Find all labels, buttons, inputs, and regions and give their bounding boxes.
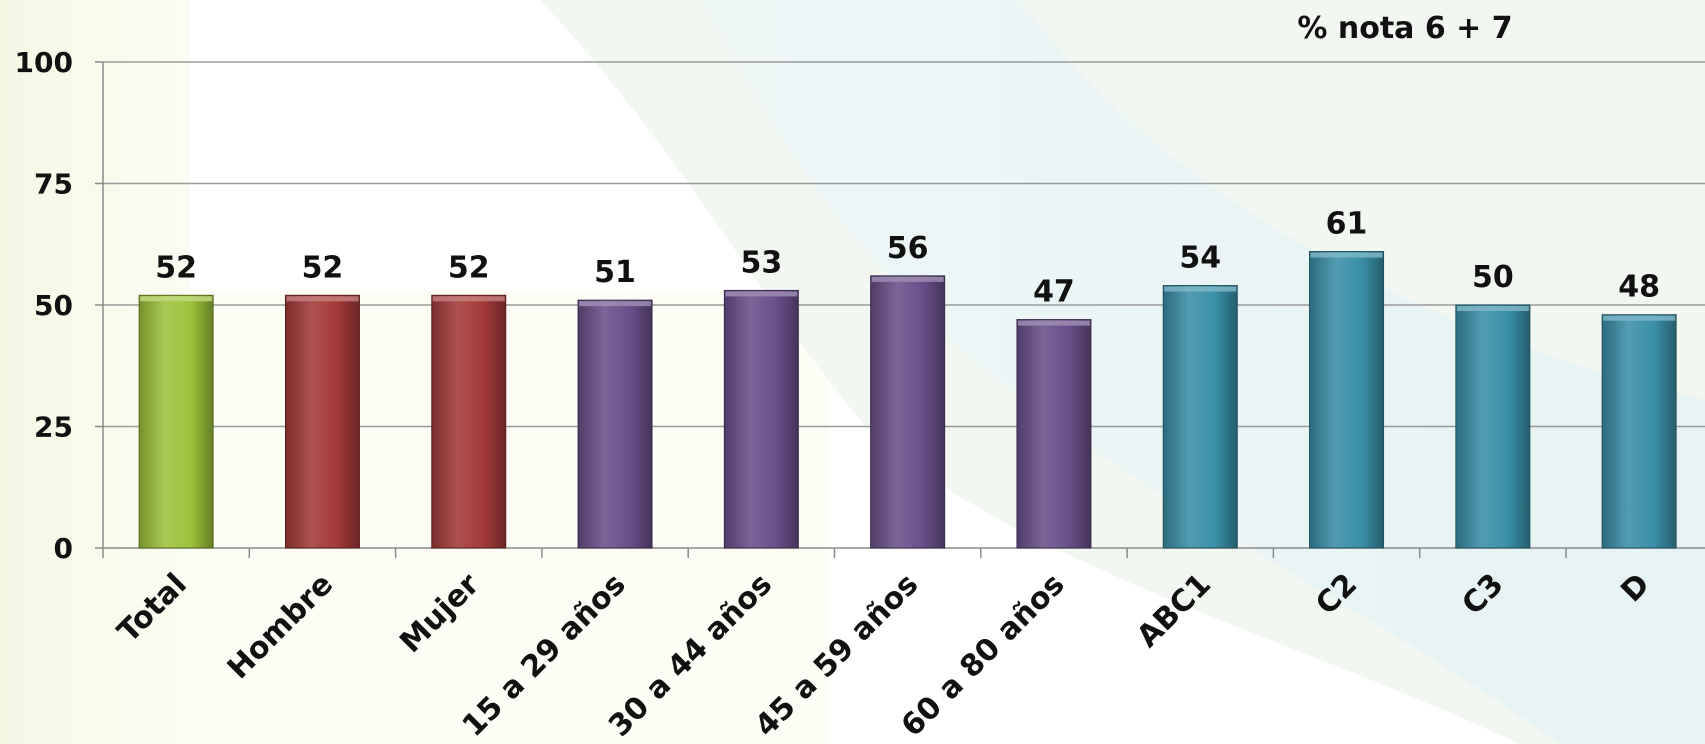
bar xyxy=(1309,251,1385,549)
bar-value-label: 52 xyxy=(448,250,490,285)
bar-top-highlight xyxy=(1310,252,1383,258)
bar xyxy=(723,289,799,549)
y-tick-labels: 0 25 50 75 100 xyxy=(15,46,73,565)
y-tick-label: 25 xyxy=(34,411,73,444)
y-tick-label: 100 xyxy=(15,46,73,79)
bar xyxy=(1601,314,1677,549)
bar xyxy=(284,294,360,549)
bar-value-label: 48 xyxy=(1618,270,1660,305)
bar-top-highlight xyxy=(1017,320,1090,326)
bar-value-label: 53 xyxy=(740,245,782,280)
bar-top-highlight xyxy=(725,291,798,297)
bar-value-label: 61 xyxy=(1326,207,1368,242)
bar xyxy=(870,275,946,549)
bar-top-highlight xyxy=(1603,315,1676,321)
bar xyxy=(1016,319,1092,549)
value-labels: 52 52 52 51 53 56 47 54 61 50 48 xyxy=(155,207,1660,310)
bar xyxy=(1455,304,1531,549)
chart-title: % nota 6 + 7 xyxy=(1297,11,1512,46)
bar-value-label: 56 xyxy=(887,231,929,266)
bar xyxy=(431,294,507,549)
bar xyxy=(138,294,214,549)
bar-top-highlight xyxy=(1456,306,1529,311)
bar-value-label: 47 xyxy=(1033,275,1075,310)
y-tick-label: 75 xyxy=(34,168,73,201)
y-tick-label: 50 xyxy=(34,289,73,322)
bars xyxy=(138,251,1677,549)
bar-top-highlight xyxy=(286,296,359,302)
bar-value-label: 54 xyxy=(1179,241,1221,276)
bar-top-highlight xyxy=(140,296,213,302)
bar-top-highlight xyxy=(579,301,652,307)
bar-top-highlight xyxy=(1164,286,1237,292)
bar-value-label: 51 xyxy=(594,255,636,290)
bar-top-highlight xyxy=(871,276,944,282)
bar-top-highlight xyxy=(432,296,505,302)
bar-value-label: 52 xyxy=(302,250,344,285)
bar-value-label: 50 xyxy=(1472,260,1514,295)
bar xyxy=(1162,285,1238,549)
y-tick-label: 0 xyxy=(54,532,73,565)
bar xyxy=(577,299,653,549)
bar-value-label: 52 xyxy=(155,250,197,285)
